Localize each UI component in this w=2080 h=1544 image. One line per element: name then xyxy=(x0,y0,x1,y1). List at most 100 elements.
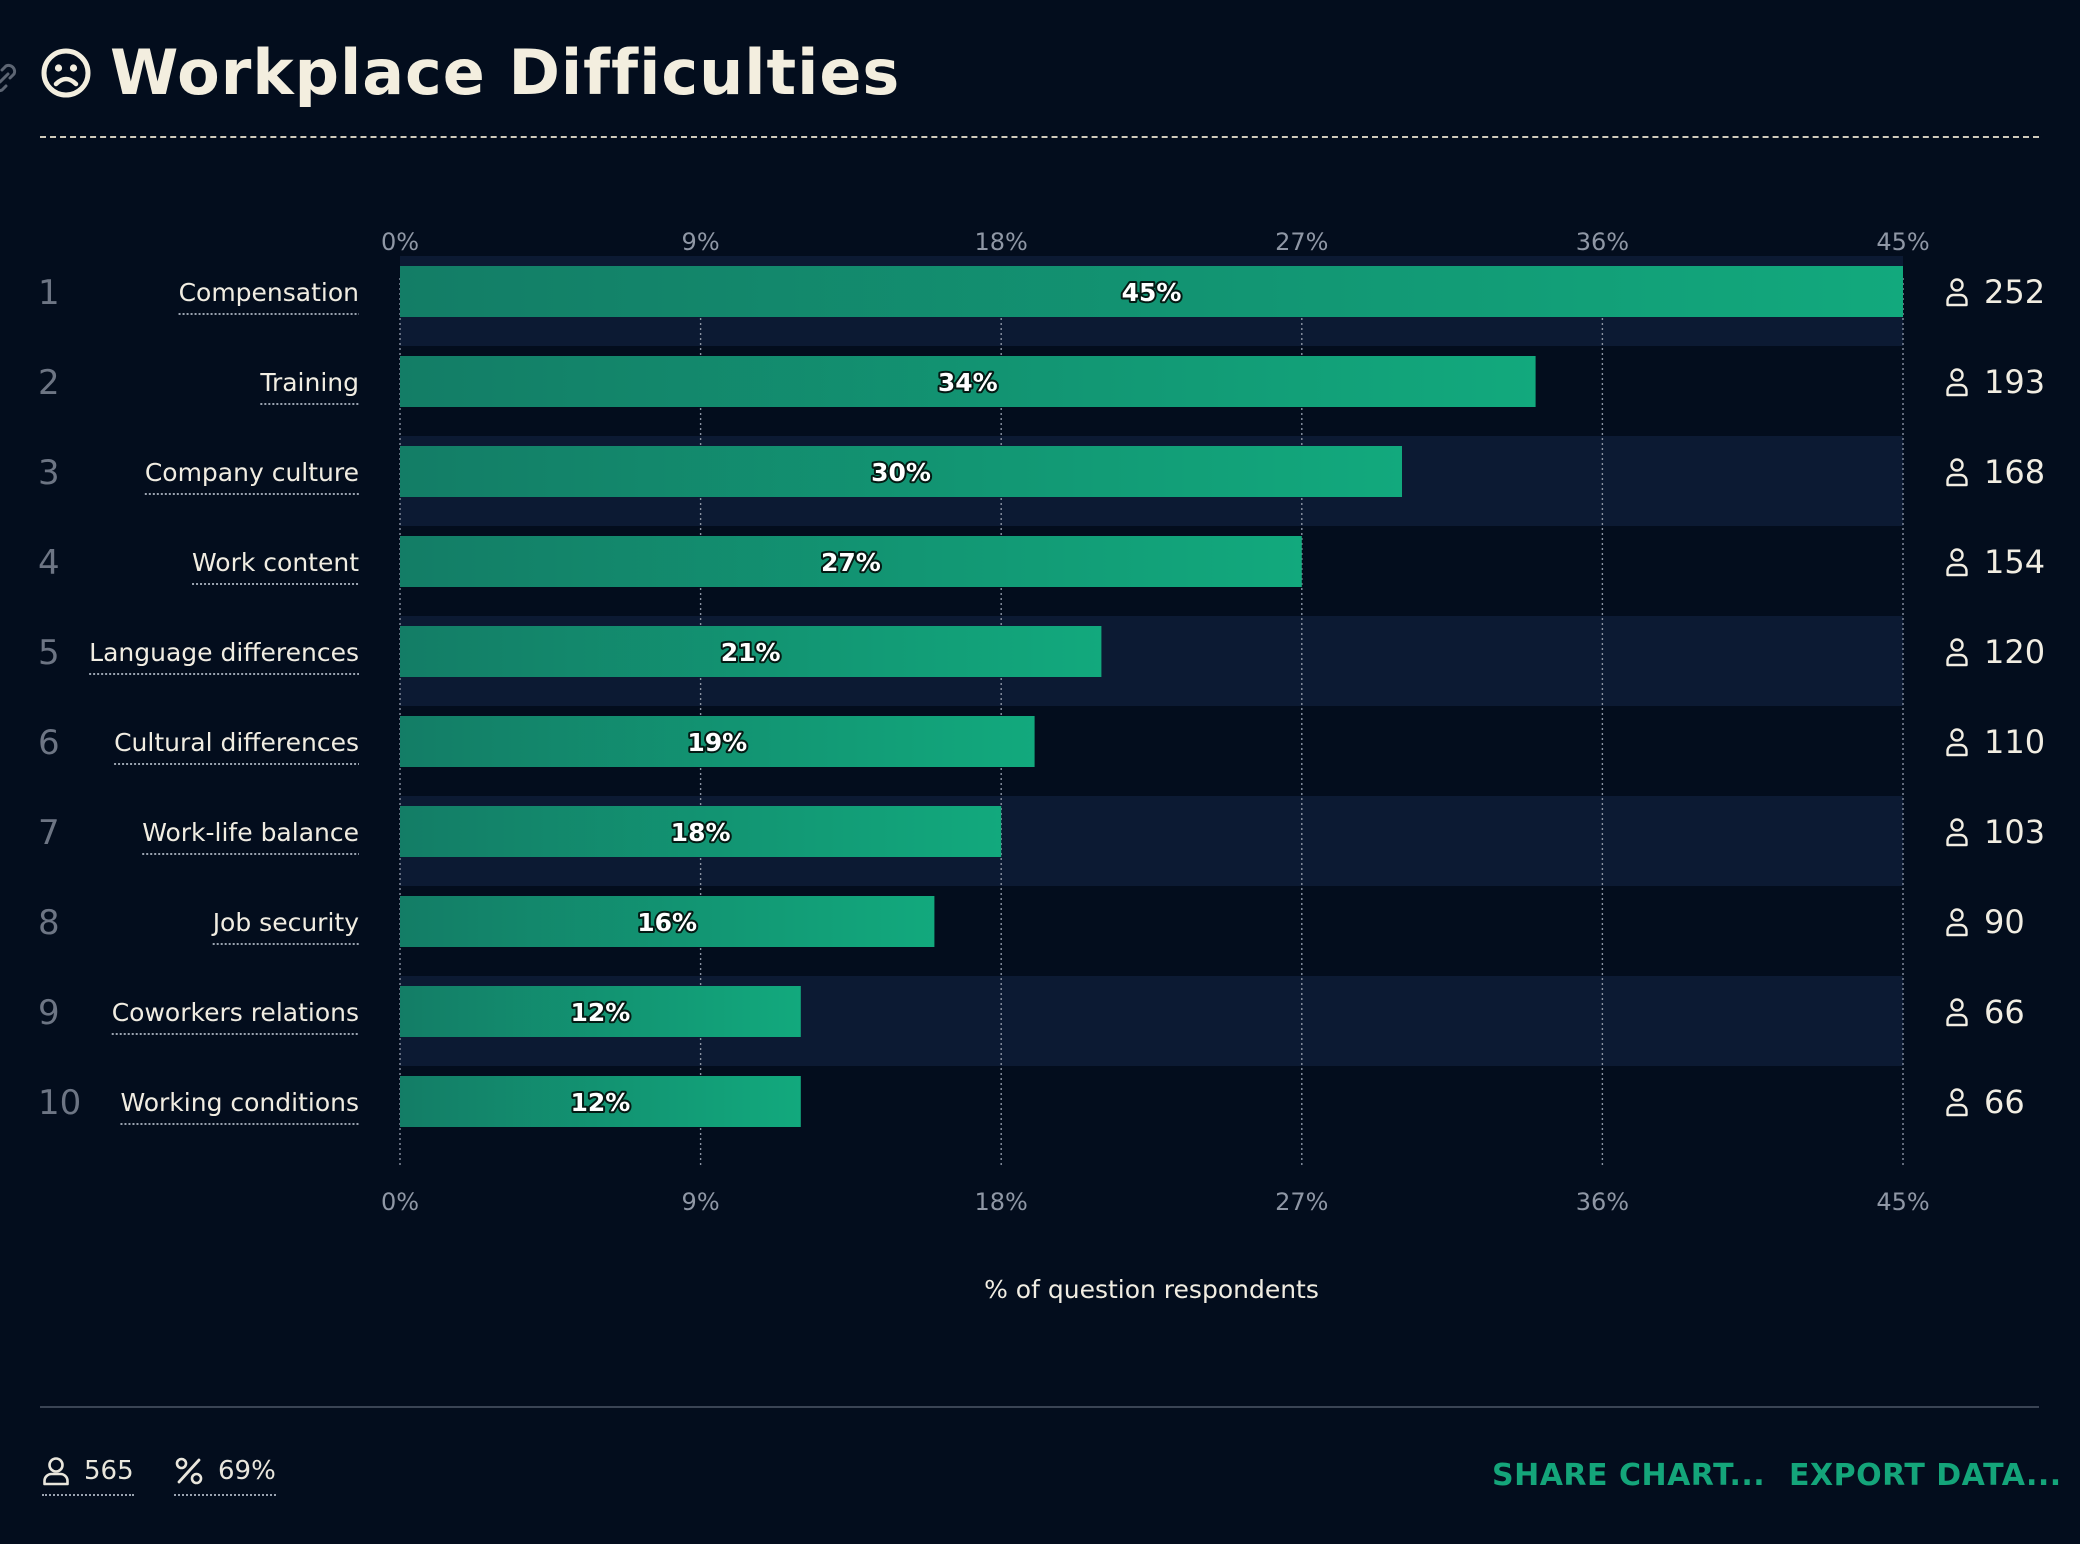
bar xyxy=(400,806,1002,857)
response-rate-value: 69% xyxy=(218,1456,276,1486)
person-icon-head xyxy=(1950,278,1964,292)
bar-value-label: 19% xyxy=(687,728,747,757)
person-icon-head xyxy=(1950,458,1964,472)
x-axis-title: % of question respondents xyxy=(984,1275,1319,1304)
respondent-count: 66 xyxy=(1984,993,2025,1031)
rank-number: 10 xyxy=(38,1083,81,1123)
category-label: Language differences xyxy=(89,638,359,667)
x-tick-label-top: 0% xyxy=(381,228,419,256)
x-tick-label-top: 9% xyxy=(682,228,720,256)
person-icon xyxy=(1946,638,1968,667)
bar xyxy=(400,986,801,1037)
bar xyxy=(400,1076,801,1127)
person-icon xyxy=(1946,1088,1968,1117)
category-label: Work-life balance xyxy=(142,818,359,847)
bar-value-label: 21% xyxy=(721,638,781,667)
x-tick-label-top: 18% xyxy=(975,228,1028,256)
rank-number: 1 xyxy=(38,273,60,313)
x-tick-label-top: 36% xyxy=(1576,228,1629,256)
category-label: Cultural differences xyxy=(114,728,359,757)
category-label: Training xyxy=(259,368,359,397)
x-tick-label-bottom: 0% xyxy=(381,1188,419,1216)
respondent-count: 252 xyxy=(1984,273,2045,311)
x-tick-label-bottom: 45% xyxy=(1876,1188,1929,1216)
respondent-count: 193 xyxy=(1984,363,2045,401)
person-icon-head xyxy=(1950,818,1964,832)
bar-chart: 0% 0% 9% 9% 18% 18% 27% 27% 36% 36% 45% 45% 1 Compens… xyxy=(38,228,2045,1304)
x-tick-label-bottom: 18% xyxy=(975,1188,1028,1216)
category-label: Job security xyxy=(211,908,360,937)
rank-number: 8 xyxy=(38,903,60,943)
x-tick-label-bottom: 27% xyxy=(1275,1188,1328,1216)
person-icon-head xyxy=(1950,548,1964,562)
bar-value-label: 34% xyxy=(938,368,998,397)
person-icon xyxy=(1946,998,1968,1027)
person-icon-head xyxy=(1950,908,1964,922)
bar-value-label: 16% xyxy=(637,908,697,937)
bar-value-label: 27% xyxy=(821,548,881,577)
person-icon-body xyxy=(1946,1103,1968,1117)
respondent-count: 120 xyxy=(1984,633,2045,671)
bar xyxy=(400,446,1402,497)
person-icon-head xyxy=(1950,638,1964,652)
bar xyxy=(400,626,1102,677)
bar xyxy=(400,896,935,947)
bar xyxy=(400,266,1903,317)
person-icon-body xyxy=(1946,923,1968,937)
category-label: Work content xyxy=(192,548,359,577)
export-data-button[interactable]: EXPORT DATA... xyxy=(1789,1458,2062,1493)
respondent-count: 154 xyxy=(1984,543,2045,581)
person-icon-body xyxy=(1946,563,1968,577)
person-icon xyxy=(1946,908,1968,937)
bar-value-label: 12% xyxy=(570,1088,630,1117)
person-icon-body xyxy=(1946,653,1968,667)
category-label: Coworkers relations xyxy=(112,998,359,1027)
respondent-count: 66 xyxy=(1984,1083,2025,1121)
category-label: Company culture xyxy=(145,458,359,487)
respondent-count: 90 xyxy=(1984,903,2025,941)
x-tick-label-bottom: 9% xyxy=(682,1188,720,1216)
rank-number: 7 xyxy=(38,813,60,853)
category-label: Working conditions xyxy=(120,1088,359,1117)
rank-number: 6 xyxy=(38,723,60,763)
bar-value-label: 30% xyxy=(871,458,931,487)
rank-number: 9 xyxy=(38,993,60,1033)
rank-number: 2 xyxy=(38,363,60,403)
x-tick-label-bottom: 36% xyxy=(1576,1188,1629,1216)
person-icon-body xyxy=(1946,383,1968,397)
bar-value-label: 45% xyxy=(1122,278,1182,307)
rank-number: 3 xyxy=(38,453,60,493)
rank-number: 4 xyxy=(38,543,60,583)
x-tick-label-top: 27% xyxy=(1275,228,1328,256)
bar-value-label: 12% xyxy=(570,998,630,1027)
person-icon-head xyxy=(1950,368,1964,382)
frown-face-icon xyxy=(41,48,91,97)
person-icon xyxy=(1946,368,1968,397)
percent-icon xyxy=(175,1457,203,1485)
respondent-count: 168 xyxy=(1984,453,2045,491)
bar xyxy=(400,536,1302,587)
person-icon xyxy=(1946,458,1968,487)
person-icon xyxy=(1946,278,1968,307)
title-divider xyxy=(40,136,2039,138)
response-rate[interactable]: 69% xyxy=(174,1456,276,1496)
chart-title: Workplace Difficulties xyxy=(110,36,901,109)
person-icon-head xyxy=(1950,728,1964,742)
link-icon[interactable] xyxy=(0,60,22,96)
footer-divider xyxy=(40,1406,2039,1408)
person-icon xyxy=(1946,728,1968,757)
person-icon-body xyxy=(1946,293,1968,307)
person-icon xyxy=(1946,818,1968,847)
total-respondents[interactable]: 565 xyxy=(42,1456,134,1496)
person-icon-body xyxy=(1946,743,1968,757)
person-icon-body xyxy=(1946,833,1968,847)
respondent-count: 103 xyxy=(1984,813,2045,851)
bar-value-label: 18% xyxy=(671,818,731,847)
bar xyxy=(400,716,1035,767)
bar xyxy=(400,356,1536,407)
share-chart-button[interactable]: SHARE CHART... xyxy=(1492,1458,1766,1493)
respondents-count: 565 xyxy=(84,1456,134,1486)
person-icon-head xyxy=(1950,1088,1964,1102)
person-icon-body xyxy=(1946,1013,1968,1027)
person-icon xyxy=(43,1457,69,1486)
